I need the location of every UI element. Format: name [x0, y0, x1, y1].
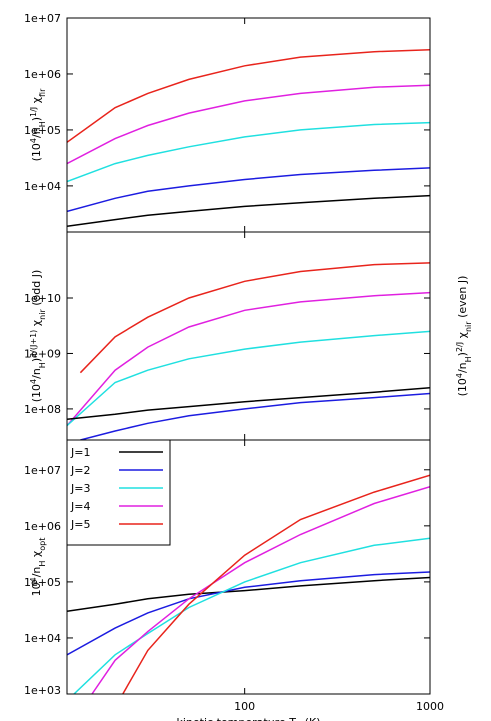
axis-label: 104/nH χopt	[29, 538, 47, 597]
axis-label: (104/nH)2/J χnir (even J)	[455, 276, 473, 397]
series-line	[91, 485, 430, 694]
series-line	[79, 262, 430, 374]
label-part: 2/(J+1)	[29, 330, 38, 358]
legend-box	[66, 439, 171, 546]
legend-label: J=1	[70, 446, 90, 459]
series-line	[73, 537, 430, 694]
label-part: /n	[30, 567, 43, 578]
plot	[67, 49, 430, 228]
axis-label: (104/nH)2/(J+1) χnir (odd J)	[29, 270, 47, 403]
legend-label: J=2	[70, 464, 90, 477]
label-part: H	[464, 356, 473, 362]
frame	[66, 439, 431, 695]
series-line	[67, 571, 430, 656]
y-tick-label: 1e+06	[24, 68, 61, 81]
x-tick-label: 1000	[416, 700, 444, 713]
label-part: 2/J	[455, 342, 464, 352]
y-tick-label: 1e+06	[24, 520, 61, 533]
label-part: 10	[30, 582, 43, 596]
label-part: χ	[456, 331, 469, 341]
label-part: 4	[29, 379, 38, 384]
y-tick-label: 1e+07	[24, 12, 61, 25]
label-part: (	[456, 392, 469, 396]
label-part: 10	[30, 384, 43, 398]
series-line	[80, 392, 430, 440]
y-tick-label: 1e+05	[24, 124, 61, 137]
label-part: 4	[29, 138, 38, 143]
series-line	[67, 167, 430, 213]
label-part: /n	[30, 368, 43, 379]
series-line	[67, 121, 430, 183]
y-tick-label: 1e+04	[24, 180, 61, 193]
label-part: 1/J	[29, 107, 38, 117]
label-part: (	[30, 398, 43, 402]
axis-label: kinetic temperature TK (K)	[177, 716, 321, 721]
label-part: χ	[30, 96, 43, 106]
plot	[67, 262, 430, 440]
label-part: 4	[29, 577, 38, 582]
label-part: H	[38, 362, 47, 368]
series-line	[67, 194, 430, 228]
y-tick-label: 1e+09	[24, 347, 61, 360]
series-line	[67, 49, 430, 143]
label-part: /n	[30, 127, 43, 138]
label-part: kinetic temperature T	[177, 716, 297, 721]
label-part: χ	[30, 319, 43, 329]
label-part: fir	[38, 88, 47, 97]
label-part: (even J)	[456, 276, 469, 322]
y-tick-label: 1e+08	[24, 403, 61, 416]
y-tick-label: 1e+05	[24, 576, 61, 589]
label-part: 10	[456, 378, 469, 392]
label-part: (	[30, 157, 43, 161]
series-line	[122, 474, 430, 694]
label-part: nir	[464, 321, 473, 332]
label-part: H	[38, 121, 47, 127]
label-part: 10	[30, 143, 43, 157]
label-part: )	[30, 117, 43, 121]
legend-label: J=4	[70, 500, 90, 513]
label-part: opt	[38, 538, 47, 551]
y-tick-label: 1e+03	[24, 684, 61, 697]
label-part: /n	[456, 362, 469, 373]
series-line	[67, 84, 430, 165]
y-tick-label: 1e+10	[24, 292, 61, 305]
label-part: (K)	[301, 716, 320, 721]
plot	[67, 474, 430, 694]
label-part: )	[30, 358, 43, 362]
label-part: χ	[30, 550, 43, 560]
series-line	[67, 387, 430, 421]
label-part: (odd J)	[30, 270, 43, 310]
y-tick-label: 1e+07	[24, 464, 61, 477]
series-line	[67, 576, 430, 612]
label-part: H	[38, 561, 47, 567]
legend-label: J=3	[70, 482, 90, 495]
y-tick-label: 1e+04	[24, 632, 61, 645]
label-part: nir	[38, 309, 47, 320]
label-part: )	[456, 352, 469, 356]
series-line	[67, 330, 430, 427]
legend-label: J=5	[70, 518, 90, 531]
x-tick-label: 100	[234, 700, 255, 713]
series-line	[67, 291, 430, 427]
axis-label: (104/nH)1/J χfir	[29, 88, 47, 161]
label-part: 4	[455, 373, 464, 378]
